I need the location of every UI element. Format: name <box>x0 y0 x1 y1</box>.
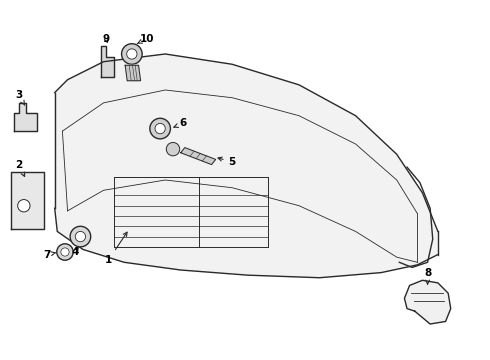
Circle shape <box>150 118 171 139</box>
Text: 10: 10 <box>137 33 154 44</box>
Text: 7: 7 <box>43 249 56 260</box>
Circle shape <box>18 199 30 212</box>
Circle shape <box>122 44 142 64</box>
Circle shape <box>57 244 73 260</box>
Circle shape <box>166 143 180 156</box>
Circle shape <box>127 49 137 59</box>
Text: 5: 5 <box>218 157 236 167</box>
Text: 1: 1 <box>105 232 127 265</box>
Circle shape <box>75 231 86 242</box>
Text: 9: 9 <box>102 33 110 44</box>
Text: 8: 8 <box>424 267 431 284</box>
Circle shape <box>61 248 69 256</box>
Text: 2: 2 <box>15 159 24 176</box>
Polygon shape <box>181 148 216 165</box>
Polygon shape <box>55 54 438 278</box>
Polygon shape <box>125 65 141 81</box>
Polygon shape <box>101 46 114 77</box>
Polygon shape <box>11 172 45 229</box>
Text: 4: 4 <box>72 247 79 257</box>
Circle shape <box>155 123 165 134</box>
Polygon shape <box>404 280 451 324</box>
Text: 3: 3 <box>15 90 25 105</box>
Polygon shape <box>14 103 37 131</box>
Text: 6: 6 <box>174 118 187 129</box>
Circle shape <box>70 226 91 247</box>
